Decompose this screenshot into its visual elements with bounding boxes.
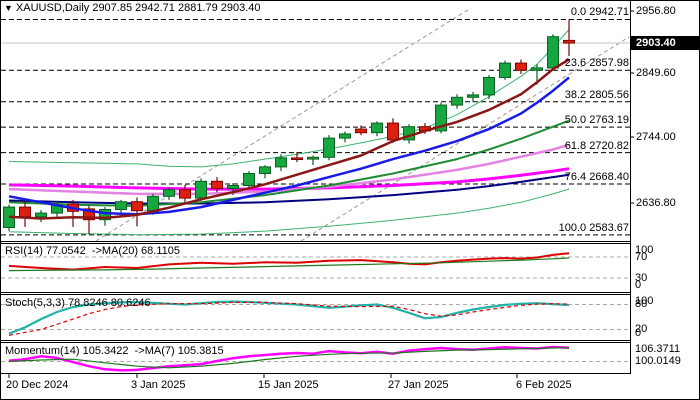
indicator-axis-label: 20 <box>635 323 648 335</box>
stoch-k-line <box>8 300 570 335</box>
price-axis-label: 2744.00 <box>636 131 676 143</box>
candle-down <box>515 62 527 71</box>
time-axis-label: 20 Dec 2024 <box>6 379 69 391</box>
rsi-indicator-label: RSI(14) 77.0542 ->MA(20) 68.1105 <box>5 245 180 257</box>
ma-plum <box>8 143 570 196</box>
panel-divider[interactable] <box>1 292 631 293</box>
rsi-line <box>8 252 570 271</box>
panel-divider[interactable] <box>1 340 631 341</box>
ma-magenta <box>8 167 570 191</box>
ma-maroon <box>8 58 570 220</box>
symbol-dropdown-icon[interactable]: ▼ <box>4 3 13 13</box>
candle-up <box>307 156 319 160</box>
panel-divider[interactable] <box>1 241 631 242</box>
indicator-axis-label: 100 <box>635 244 654 256</box>
candle-up <box>275 157 287 168</box>
fib-level-label: 100.0 2583.67 <box>558 221 629 234</box>
price-axis-border <box>630 1 631 374</box>
candle-down <box>131 201 143 212</box>
time-axis-label: 27 Jan 2025 <box>388 379 449 391</box>
candle-up <box>339 133 351 139</box>
panel-divider[interactable] <box>1 243 631 244</box>
price-axis-label: 2636.80 <box>636 197 676 209</box>
candle-up <box>467 94 479 98</box>
chart-header: ▼ XAUUSD,Daily 2907.85 2942.71 2881.79 29… <box>4 2 261 15</box>
price-axis-label: 2956.80 <box>636 5 676 17</box>
stoch-indicator-label: Stoch(5,3,3) 78.8246 80.6246 <box>5 297 151 309</box>
trend-channel-line <box>300 36 630 242</box>
candle-up <box>483 77 495 96</box>
time-axis-label: 15 Jan 2025 <box>258 379 319 391</box>
candle-down <box>19 206 31 218</box>
stoch-d-line <box>8 301 570 336</box>
panel-divider[interactable] <box>1 342 631 343</box>
candle-up <box>115 201 127 210</box>
time-axis-label: 6 Feb 2025 <box>516 379 572 391</box>
band-lower-green <box>8 188 570 236</box>
candle-down <box>179 189 191 199</box>
indicator-axis-label: 100.0149 <box>635 355 681 367</box>
indicator-axis-label: 0 <box>635 279 642 291</box>
ma-blue <box>8 76 570 216</box>
momentum-indicator-label: Momentum(14) 105.3422 ->MA(7) 105.3815 <box>5 345 224 357</box>
candle-down <box>563 39 575 44</box>
candle-up <box>163 189 175 197</box>
indicator-axis-label: 70 <box>635 251 648 263</box>
candle-up <box>451 96 463 106</box>
candle-up <box>195 180 207 199</box>
indicator-axis-label: 100 <box>635 295 654 307</box>
panel-divider[interactable] <box>1 294 631 295</box>
rsi-ma-line <box>8 257 570 272</box>
candle-down <box>83 208 95 221</box>
indicator-axis-label: 0 <box>635 327 642 339</box>
indicator-axis-label: 30 <box>635 272 648 284</box>
candle-up <box>435 104 447 132</box>
candle-up <box>371 122 383 134</box>
candle-up <box>35 212 47 218</box>
candle-up <box>147 195 159 212</box>
momentum-ma-line <box>8 347 570 369</box>
candle-up <box>499 62 511 78</box>
band-upper-green <box>8 29 570 168</box>
panel-divider <box>1 373 631 374</box>
candle-up <box>99 209 111 221</box>
fib-level-label: 0.0 2942.71 <box>570 6 629 19</box>
candle-down <box>355 128 367 134</box>
fib-level-label: 61.8 2720.82 <box>564 139 629 152</box>
candle-up <box>531 67 543 71</box>
indicator-axis-label: 80 <box>635 298 648 310</box>
candle-down <box>211 180 223 190</box>
indicator-axis-label: 106.3711 <box>635 343 681 355</box>
candle-up <box>227 185 239 189</box>
current-price-badge: 2903.40 <box>631 36 699 50</box>
fib-level-label: 38.2 2805.56 <box>564 88 629 101</box>
fib-level-label: 23.6 2857.98 <box>564 57 629 70</box>
candle-down <box>387 122 399 141</box>
symbol-ohlc-text: XAUUSD,Daily 2907.85 2942.71 2881.79 290… <box>15 2 261 14</box>
candle-down <box>291 157 303 160</box>
fib-level-label: 50.0 2763.19 <box>564 114 629 127</box>
price-axis-label: 2849.60 <box>636 67 676 79</box>
candle-up <box>259 166 271 174</box>
time-axis-label: 3 Jan 2025 <box>131 379 186 391</box>
candle-up <box>243 173 255 186</box>
candle-up <box>323 137 335 158</box>
fib-level-label: 76.4 2668.40 <box>564 171 629 184</box>
